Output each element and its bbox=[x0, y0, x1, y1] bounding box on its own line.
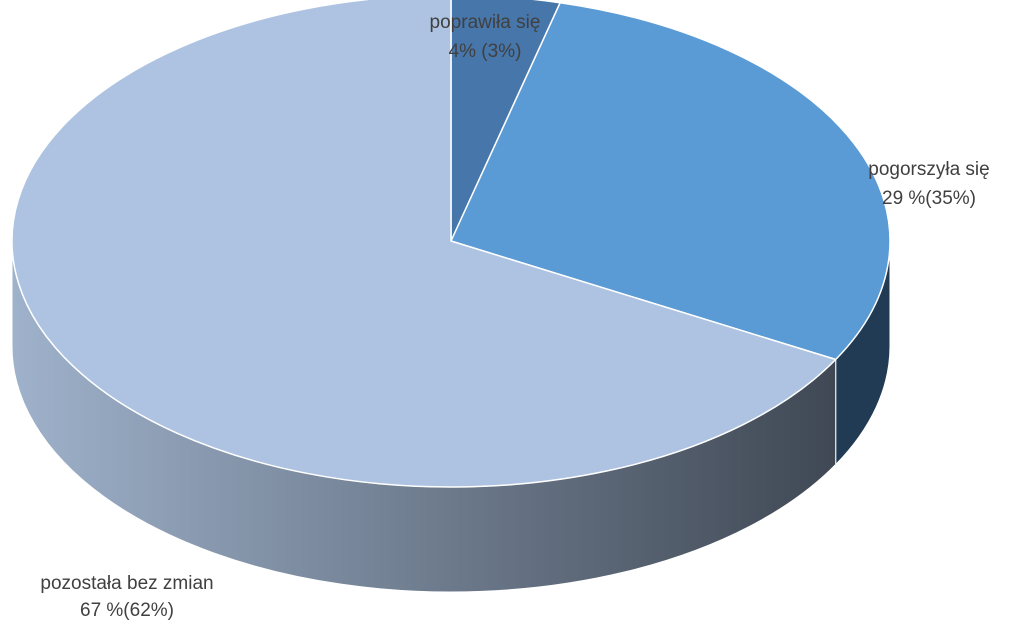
slice-top-2 bbox=[11, 0, 837, 488]
slice-value-poprawila: 4% (3%) bbox=[449, 41, 522, 62]
slice-label-bez-zmian: pozostała bez zmian bbox=[40, 573, 213, 594]
slice-value-bez-zmian: 67 %(62%) bbox=[80, 600, 174, 620]
slice-top-1 bbox=[450, 1, 891, 361]
slice-value-pogorszyla: 29 %(35%) bbox=[882, 188, 976, 209]
slice-label-pogorszyla: pogorszyła się bbox=[868, 159, 989, 180]
slice-label-poprawila: poprawiła się bbox=[430, 12, 541, 33]
